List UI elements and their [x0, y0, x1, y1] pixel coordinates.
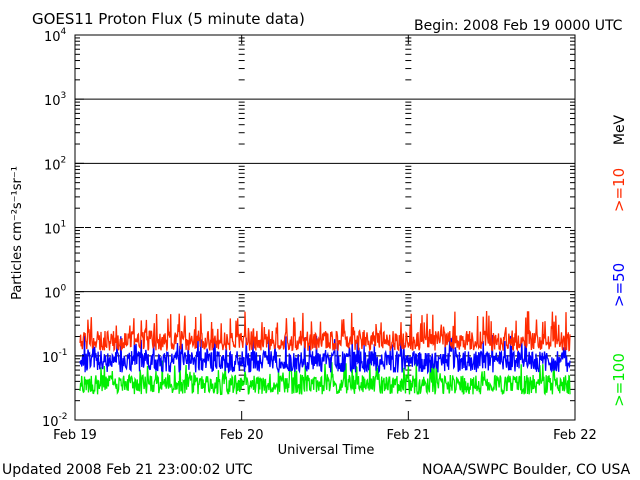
chart-title: GOES11 Proton Flux (5 minute data) — [32, 10, 305, 28]
x-tick-label: Feb 20 — [220, 428, 264, 443]
legend-label: >=10 — [610, 168, 628, 212]
y-axis-label: Particles cm⁻²s⁻¹sr⁻¹ — [10, 166, 25, 300]
y-tick-label: 104 — [44, 27, 67, 45]
credit-label: NOAA/SWPC Boulder, CO USA — [422, 462, 631, 478]
y-tick-label: 101 — [44, 220, 66, 238]
legend: >=10 >=50 >=100 — [610, 168, 628, 407]
series-line — [79, 334, 571, 375]
y-tick-label: 100 — [44, 284, 67, 302]
legend-label: >=50 — [610, 263, 628, 307]
x-tick-label: Feb 19 — [53, 428, 97, 443]
legend-label: >=100 — [610, 353, 628, 407]
y-tick-label: 103 — [44, 91, 66, 109]
series-line — [79, 310, 571, 353]
x-tick-label: Feb 21 — [386, 428, 430, 443]
begin-time-label: Begin: 2008 Feb 19 0000 UTC — [414, 18, 623, 34]
x-tick-label: Feb 22 — [553, 428, 597, 443]
energy-unit-label: MeV — [612, 114, 628, 145]
x-axis-label: Universal Time — [278, 443, 375, 458]
updated-timestamp: Updated 2008 Feb 21 23:00:02 UTC — [2, 462, 253, 478]
y-tick-label: 10-1 — [42, 348, 68, 366]
series-line — [79, 360, 571, 396]
y-tick-label: 102 — [44, 155, 66, 173]
